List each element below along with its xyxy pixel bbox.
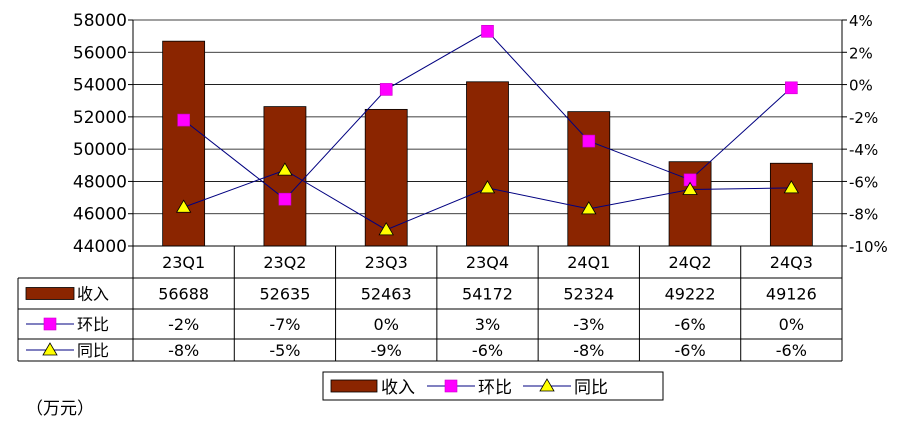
marker-qoq-23Q2 <box>278 192 292 206</box>
right-tick-label--10%: -10% <box>849 238 888 256</box>
legend-key-revenue <box>330 379 378 393</box>
left-tick-label-56000: 56000 <box>73 43 127 63</box>
category-label-23Q2: 23Q2 <box>263 253 306 272</box>
table-key-bar <box>25 287 75 300</box>
table-cell-yoy-24Q3: -6% <box>776 341 807 360</box>
table-cell-qoq-23Q4: 3% <box>475 315 500 334</box>
legend-key-qoq-marker <box>444 379 458 393</box>
table-cell-yoy-23Q1: -8% <box>168 341 199 360</box>
bar-24Q3 <box>769 162 813 247</box>
table-cell-revenue-24Q1: 52324 <box>563 285 614 304</box>
left-tick-label-44000: 44000 <box>73 237 127 257</box>
legend-box <box>322 371 664 401</box>
marker-qoq-23Q4 <box>481 24 494 38</box>
right-tick-label--2%: -2% <box>849 109 878 127</box>
legend-label-yoy: 同比 <box>574 378 608 398</box>
table-cell-qoq-24Q3: 0% <box>779 315 804 334</box>
left-tick-label-48000: 48000 <box>73 172 127 192</box>
category-label-23Q1: 23Q1 <box>162 253 205 272</box>
table-header-revenue: 收入 <box>77 285 109 304</box>
marker-qoq-23Q1 <box>177 113 190 127</box>
table-key-qoq-marker <box>43 317 57 331</box>
table-cell-qoq-23Q2: -7% <box>269 315 300 334</box>
marker-qoq-23Q3 <box>379 83 393 96</box>
marker-yoy-23Q2 <box>277 162 293 176</box>
table-cell-qoq-23Q3: 0% <box>374 315 399 334</box>
table-cell-revenue-23Q2: 52635 <box>259 285 310 304</box>
table-cell-yoy-23Q2: -5% <box>269 341 300 360</box>
table-cell-yoy-23Q4: -6% <box>472 341 503 360</box>
table-cell-yoy-24Q2: -6% <box>674 341 705 360</box>
right-tick-label--6%: -6% <box>849 173 878 191</box>
right-tick-label--8%: -8% <box>849 206 878 224</box>
legend-label-revenue: 收入 <box>381 378 415 398</box>
table-cell-yoy-23Q3: -9% <box>371 341 402 360</box>
right-tick-label-4%: 4% <box>849 12 873 30</box>
unit-label: （万元） <box>26 399 94 419</box>
category-label-23Q4: 23Q4 <box>466 253 509 272</box>
left-tick-label-54000: 54000 <box>73 76 127 96</box>
legend-label-qoq: 环比 <box>478 378 512 398</box>
category-label-24Q1: 24Q1 <box>567 253 610 272</box>
table-cell-qoq-24Q2: -6% <box>674 315 705 334</box>
table-cell-yoy-24Q1: -8% <box>573 341 604 360</box>
bar-24Q1 <box>567 111 611 247</box>
table-cell-qoq-23Q1: -2% <box>168 315 199 334</box>
table-cell-revenue-23Q4: 54172 <box>462 285 513 304</box>
table-cell-revenue-24Q2: 49222 <box>665 285 716 304</box>
category-label-23Q3: 23Q3 <box>365 253 408 272</box>
marker-yoy-23Q3 <box>378 222 394 236</box>
table-cell-revenue-23Q3: 52463 <box>361 285 412 304</box>
table-header-qoq: 环比 <box>77 315 109 334</box>
table-cell-revenue-24Q3: 49126 <box>766 285 817 304</box>
right-tick-label-2%: 2% <box>849 44 873 62</box>
table-header-yoy: 同比 <box>77 341 109 360</box>
marker-qoq-24Q3 <box>785 81 798 95</box>
left-tick-label-46000: 46000 <box>73 205 127 225</box>
table-cell-revenue-23Q1: 56688 <box>158 285 209 304</box>
category-label-24Q2: 24Q2 <box>669 253 712 272</box>
left-tick-label-50000: 50000 <box>73 140 127 160</box>
marker-yoy-24Q3 <box>783 180 800 194</box>
marker-yoy-24Q1 <box>581 201 597 215</box>
left-tick-label-58000: 58000 <box>73 11 127 31</box>
bar-23Q2 <box>263 106 307 247</box>
table-key-yoy-marker <box>42 342 58 356</box>
marker-yoy-23Q1 <box>175 199 192 213</box>
marker-qoq-24Q1 <box>582 134 596 148</box>
table-cell-qoq-24Q1: -3% <box>573 315 604 334</box>
right-tick-label--4%: -4% <box>849 141 878 159</box>
legend-key-yoy-marker <box>539 378 555 392</box>
marker-yoy-23Q4 <box>479 180 496 194</box>
bar-23Q4 <box>466 81 509 247</box>
category-label-24Q3: 24Q3 <box>770 253 813 272</box>
bar-23Q1 <box>162 40 206 247</box>
marker-yoy-24Q2 <box>682 181 698 195</box>
right-tick-label-0%: 0% <box>849 77 873 95</box>
left-tick-label-52000: 52000 <box>73 108 127 128</box>
